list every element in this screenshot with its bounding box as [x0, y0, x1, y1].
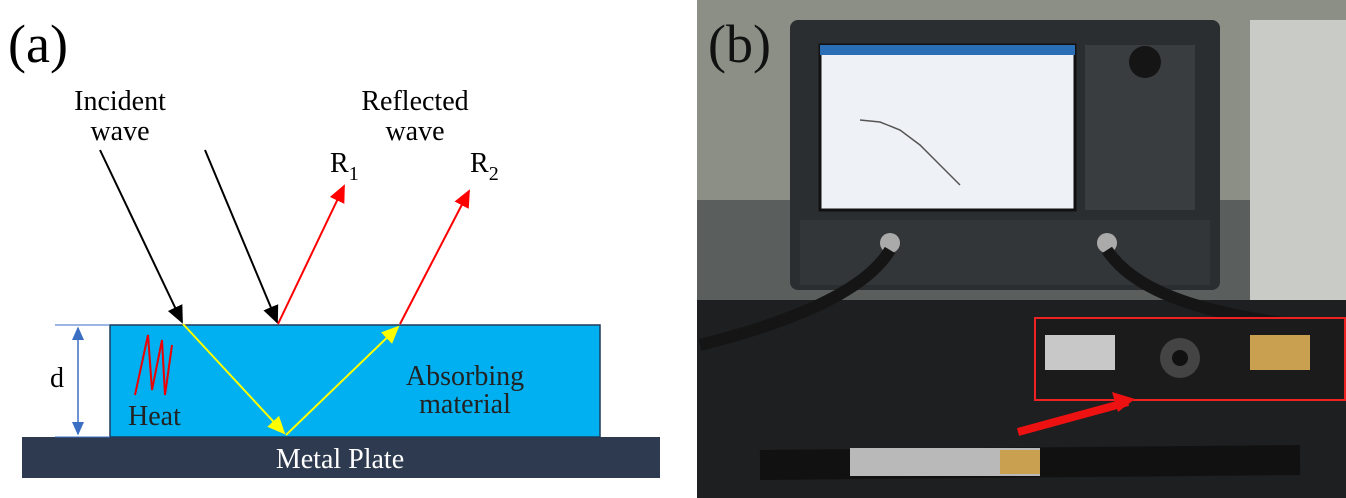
incident-label: Incident — [74, 86, 166, 117]
panel-a: (a) Incident wave Reflected wave R1 R2 d… — [8, 14, 660, 478]
r2-label: R2 — [470, 148, 499, 185]
incident-ray — [205, 150, 277, 322]
reflected-ray — [278, 186, 344, 324]
r2-sub: 2 — [489, 163, 499, 185]
connector — [1045, 335, 1115, 370]
panel-label: (b) — [708, 14, 771, 74]
heat-label: Heat — [128, 401, 181, 432]
figure: (a) Incident wave Reflected wave R1 R2 d… — [0, 0, 1346, 498]
sample-hole — [1172, 350, 1188, 366]
screen-bar — [820, 45, 1075, 55]
reflected-label: Reflected — [361, 86, 468, 117]
thickness-label: d — [50, 363, 64, 394]
r1-sub: 1 — [349, 163, 359, 185]
connector-assembly — [1000, 450, 1040, 474]
equipment-rack — [1250, 20, 1346, 320]
r1-base: R — [330, 148, 349, 179]
incident-label: wave — [90, 116, 149, 147]
absorber-label: material — [419, 389, 511, 420]
r1-label: R1 — [330, 148, 359, 185]
reflected-label: wave — [385, 116, 444, 147]
knob — [1129, 46, 1161, 78]
r2-base: R — [470, 148, 489, 179]
screen — [820, 45, 1075, 210]
absorber — [110, 325, 600, 437]
plate-label: Metal Plate — [276, 444, 404, 475]
reflected-ray — [400, 191, 469, 324]
connector — [1250, 335, 1310, 370]
absorber-label: Absorbing — [406, 361, 524, 392]
panel-label: (a) — [8, 14, 68, 74]
panel-b: (b) — [697, 0, 1346, 498]
incident-ray — [100, 150, 182, 322]
